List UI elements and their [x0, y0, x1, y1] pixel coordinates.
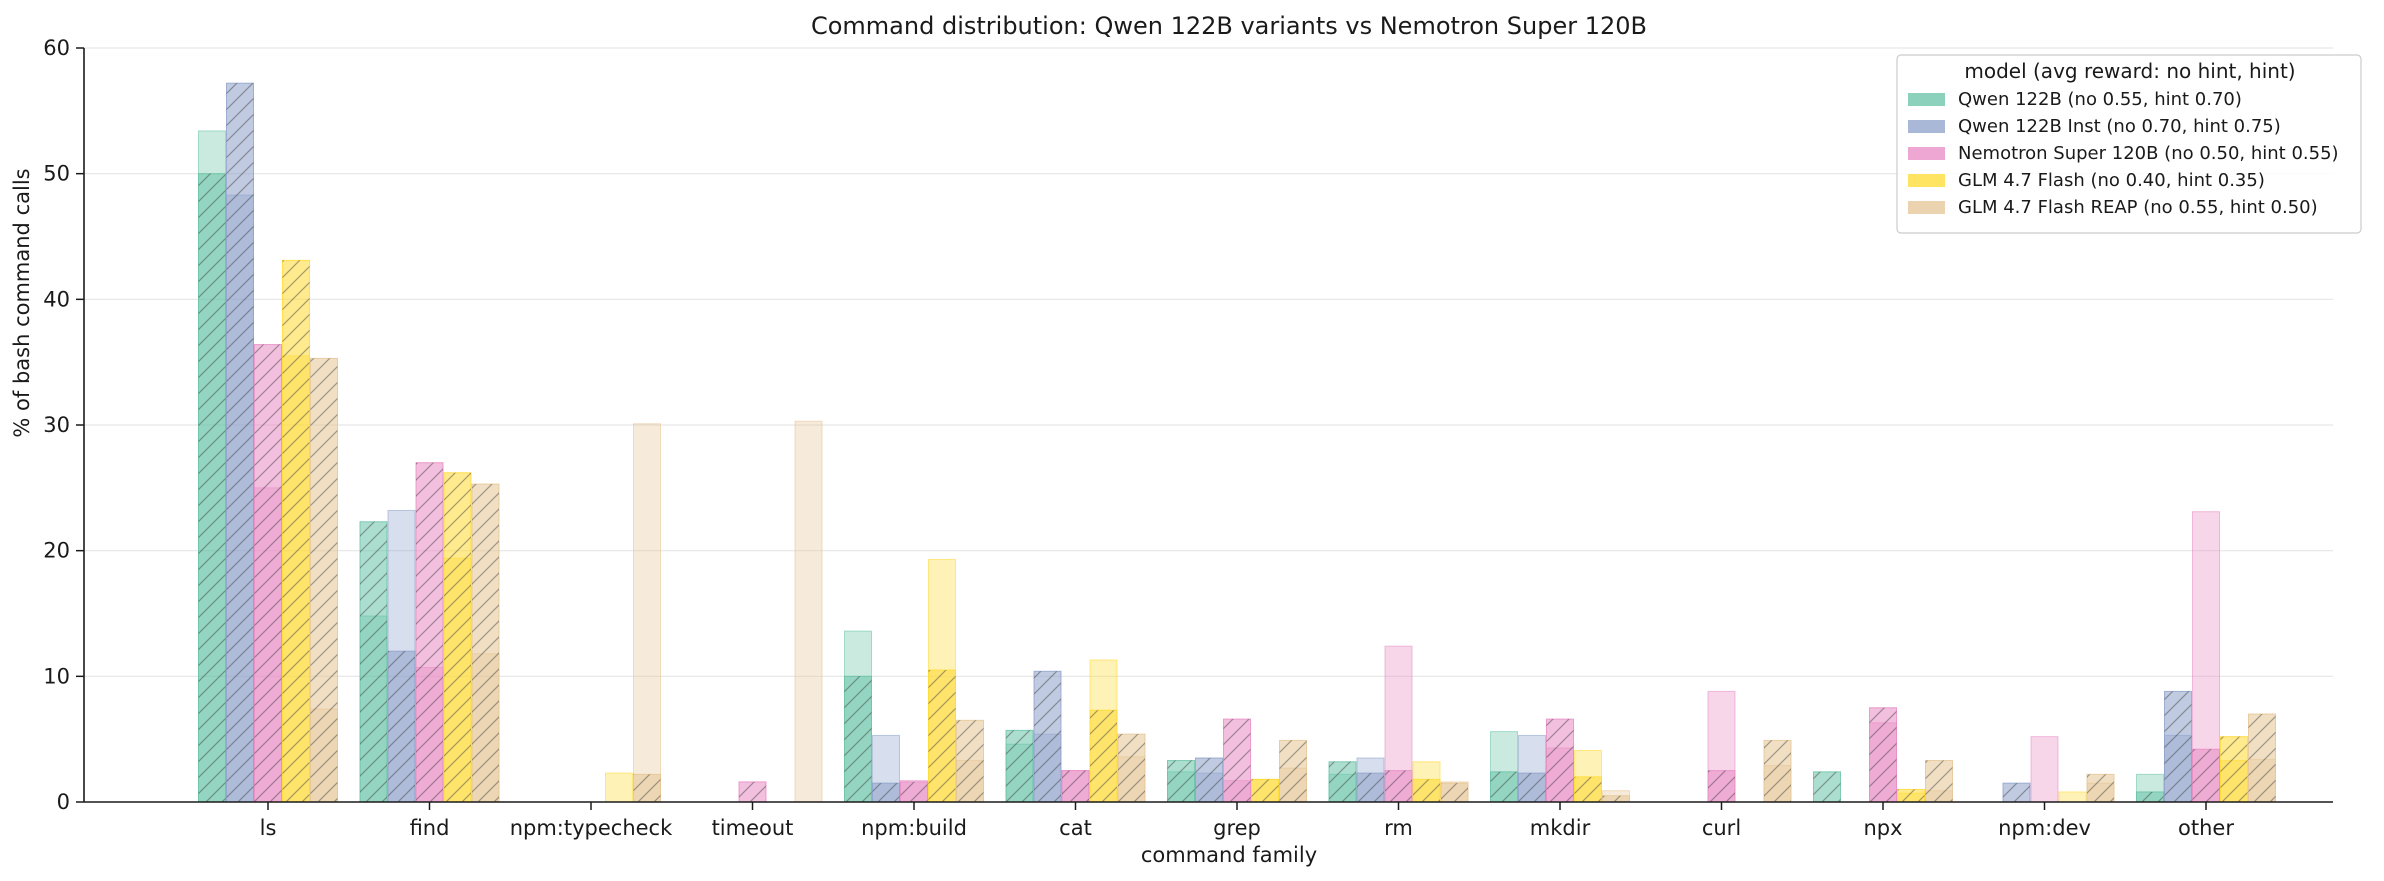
y-tick-label: 50 — [43, 162, 70, 186]
axes: 0 10 20 30 40 50 60 ls find npm:typecheck timeout n… — [43, 36, 2333, 840]
bar-hint-hatch — [360, 521, 387, 802]
x-tick-label: cat — [1059, 816, 1092, 840]
bar-hint-hatch — [1546, 719, 1574, 802]
bar-hint-hatch — [2164, 691, 2192, 802]
y-tick-label: 10 — [43, 664, 70, 688]
bar-no-hint — [2058, 791, 2087, 803]
legend-entry: Qwen 122B (no 0.55, hint 0.70) — [1958, 89, 2242, 110]
bar-hint-hatch — [2136, 791, 2164, 802]
legend-swatch — [1908, 120, 1945, 133]
bar-no-hint — [2030, 736, 2059, 803]
x-tick-label: npm:dev — [1998, 816, 2091, 840]
x-tick-label: rm — [1384, 816, 1413, 840]
bar-hint-hatch — [310, 358, 338, 802]
bar-hint-hatch — [1223, 719, 1251, 802]
bar-hint-hatch — [1357, 773, 1384, 802]
chart-title: Command distribution: Qwen 122B variants… — [811, 12, 1647, 40]
legend: model (avg reward: no hint, hint) Qwen 1… — [1896, 54, 2362, 234]
bar-hint-hatch — [1062, 770, 1089, 802]
x-tick-label: mkdir — [1530, 816, 1591, 840]
bar-hint-hatch — [444, 472, 471, 802]
bar-no-hint — [633, 423, 661, 803]
bar-hint-hatch — [1813, 771, 1841, 802]
legend-swatch — [1908, 174, 1945, 187]
bar-hint-hatch — [2087, 774, 2114, 802]
bar-hint-hatch — [1251, 779, 1279, 802]
bar-hint-hatch — [956, 720, 984, 802]
bar-hint-hatch — [254, 344, 282, 802]
legend-swatch — [1908, 93, 1945, 106]
bar-hint-hatch — [226, 83, 254, 803]
y-tick-label: 20 — [43, 539, 70, 563]
y-tick-label: 60 — [43, 36, 70, 60]
legend-title: model (avg reward: no hint, hint) — [1964, 59, 2295, 83]
y-tick-label: 0 — [57, 790, 70, 814]
x-tick-label: npx — [1863, 816, 1902, 840]
bar-hint-hatch — [198, 173, 226, 802]
x-tick-label: find — [410, 816, 450, 840]
x-tick-label: ls — [260, 816, 277, 840]
bar-no-hint — [605, 772, 633, 803]
bar-hint-hatch — [1413, 779, 1440, 802]
bar-hint-hatch — [1195, 758, 1223, 802]
bar-hint-hatch — [872, 783, 900, 802]
bar-hint-hatch — [1441, 783, 1468, 802]
bar-hint-hatch — [1869, 707, 1897, 802]
bar-hint-hatch — [1708, 770, 1735, 802]
bar-hint-hatch — [633, 774, 661, 802]
y-tick-label: 30 — [43, 413, 70, 437]
bar-hint-hatch — [1897, 789, 1925, 802]
bar-hint-hatch — [2248, 714, 2276, 802]
bar-hint-hatch — [1490, 771, 1518, 802]
y-tick-label: 40 — [43, 287, 70, 311]
bar-hint-hatch — [416, 462, 443, 802]
bar-hint-hatch — [1118, 734, 1145, 802]
bar-hint-hatch — [1090, 710, 1117, 802]
bar-hint-hatch — [1764, 740, 1791, 802]
bar-hint-hatch — [1279, 740, 1307, 802]
bar-hint-hatch — [1602, 795, 1630, 802]
legend-entry: Nemotron Super 120B (no 0.50, hint 0.55) — [1958, 143, 2339, 164]
bar-hint-hatch — [928, 670, 956, 802]
bar-hint-hatch — [1518, 773, 1546, 802]
bar-hint-hatch — [2192, 749, 2220, 802]
legend-frame — [1896, 54, 2362, 234]
bar-hint-hatch — [739, 781, 766, 802]
bar-hint-hatch — [1329, 761, 1356, 802]
bar-no-hint — [794, 420, 823, 803]
x-axis-label: command family — [1141, 843, 1317, 867]
bars — [198, 82, 2276, 803]
bar-hint-hatch — [2220, 736, 2248, 802]
bar-hint-hatch — [900, 781, 928, 802]
x-tick-label: timeout — [712, 816, 794, 840]
bar-hint-hatch — [2003, 783, 2030, 802]
bar-hint-hatch — [1385, 770, 1412, 802]
legend-entry: Qwen 122B Inst (no 0.70, hint 0.75) — [1958, 116, 2281, 137]
bar-hint-hatch — [282, 260, 310, 802]
bar-hint-hatch — [1034, 671, 1061, 802]
x-tick-label: other — [2178, 816, 2234, 840]
x-tick-label: npm:typecheck — [510, 816, 673, 840]
bar-hint-hatch — [472, 484, 499, 802]
bar-hint-hatch — [1006, 730, 1033, 802]
x-tick-label: grep — [1213, 816, 1261, 840]
legend-entry: GLM 4.7 Flash (no 0.40, hint 0.35) — [1958, 170, 2265, 191]
bar-hint-hatch — [388, 651, 415, 802]
legend-entry: GLM 4.7 Flash REAP (no 0.55, hint 0.50) — [1958, 197, 2318, 218]
legend-swatch — [1908, 147, 1945, 160]
y-axis-label: % of bash command calls — [10, 168, 34, 437]
legend-swatch — [1908, 201, 1945, 214]
bar-hint-hatch — [844, 676, 872, 802]
bar-hint-hatch — [1574, 776, 1602, 802]
bar-hint-hatch — [1167, 760, 1195, 802]
bar-hint-hatch — [1925, 760, 1953, 802]
x-tick-label: curl — [1702, 816, 1741, 840]
x-tick-label: npm:build — [861, 816, 967, 840]
